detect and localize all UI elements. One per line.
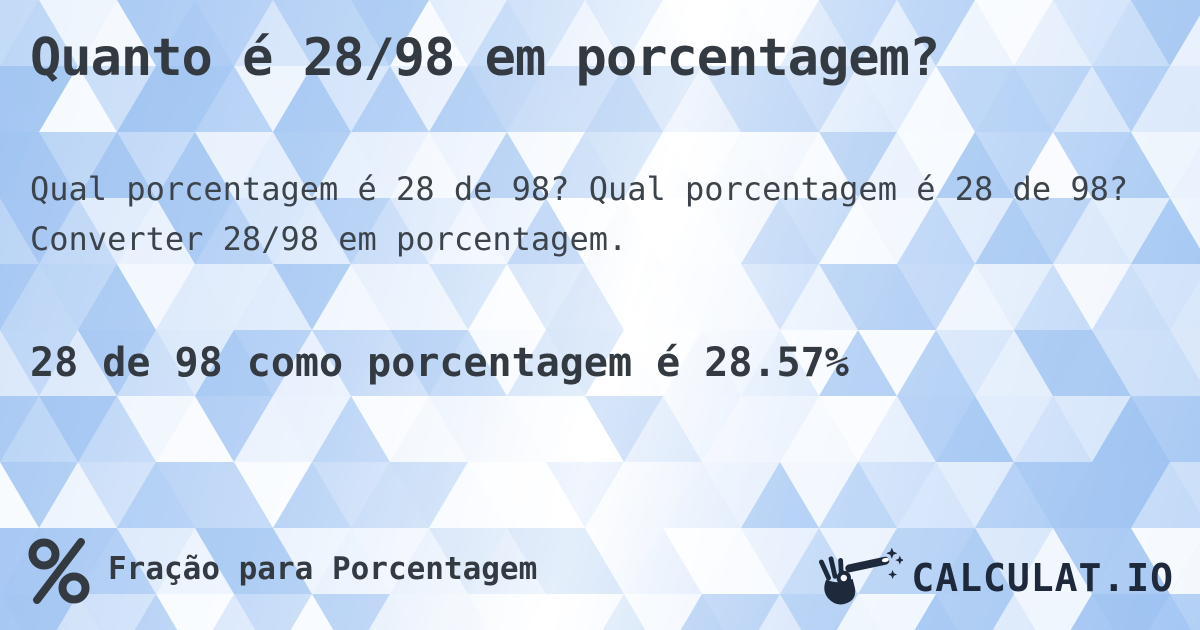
calculatio-logo: CALCULAT.IO (815, 546, 1174, 610)
logo-text: CALCULAT.IO (911, 556, 1174, 600)
page-title: Quanto é 28/98 em porcentagem? (30, 28, 940, 88)
percent-icon (28, 538, 90, 604)
answer-text: 28 de 98 como porcentagem é 28.57% (30, 340, 849, 386)
category-label: Fração para Porcentagem (108, 551, 538, 587)
category-badge: Fração para Porcentagem (28, 538, 537, 604)
description-text: Qual porcentagem é 28 de 98? Qual porcen… (30, 170, 1129, 258)
magic-wand-hand-icon (819, 547, 904, 605)
